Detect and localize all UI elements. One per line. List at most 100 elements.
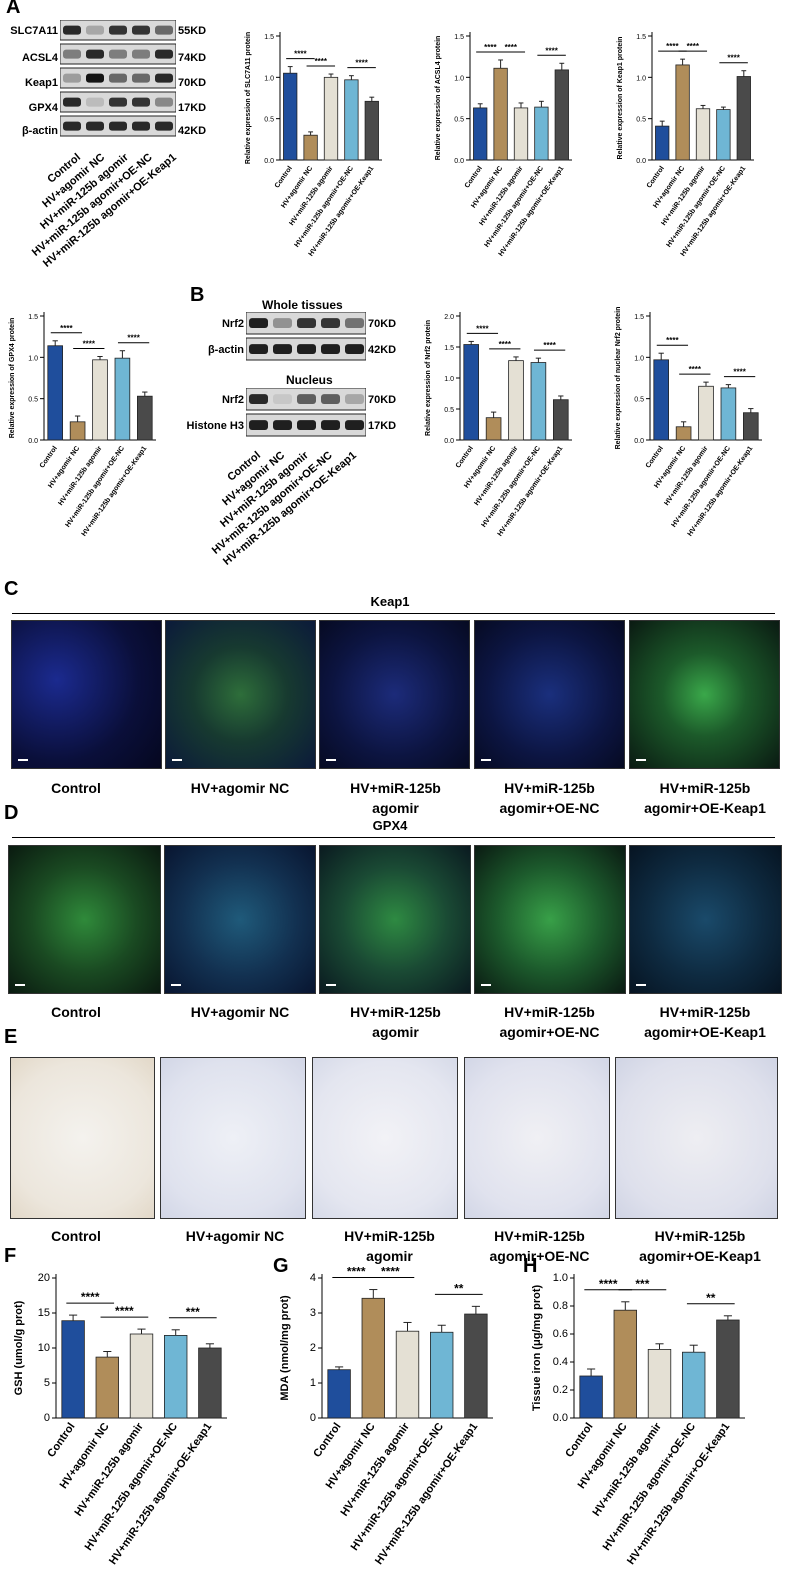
sig-label: **** (687, 42, 700, 51)
chart-slc7a11: 0.0 0.5 1.0 1.5 Relative expression of SLC7A… (245, 32, 382, 258)
blot-band (63, 25, 81, 35)
c-caption-1: HV+agomir NC (190, 780, 290, 796)
sig-label: ** (706, 1291, 716, 1305)
y-tick-label: 0.6 (553, 1328, 568, 1340)
y-tick-label: 1.0 (454, 75, 464, 82)
bar (675, 64, 690, 161)
he-oe-nc (464, 1057, 610, 1219)
sig-label: **** (543, 341, 556, 350)
bar (463, 344, 479, 441)
blot-band (109, 49, 127, 59)
blot-band (273, 420, 292, 431)
blot-a-protein-1: ACSL4 (21, 52, 58, 64)
bar (69, 421, 86, 441)
sig-label: **** (499, 340, 512, 349)
bar (736, 76, 751, 161)
sig-label: **** (347, 1265, 366, 1279)
blot-band (321, 420, 340, 431)
if-keap1-oe-nc (474, 620, 625, 769)
x-tick-label: Control (45, 1421, 77, 1460)
panel-label-a: A (6, 0, 21, 18)
e-caption-0: Control (51, 1228, 101, 1244)
sig-label: **** (505, 43, 518, 52)
y-tick-label: 0.2 (553, 1384, 568, 1396)
bar (327, 1369, 351, 1419)
panel-label-e: E (4, 1026, 18, 1048)
y-tick-label: 0.0 (28, 438, 38, 445)
y-tick-label: 1.5 (634, 314, 644, 321)
bar (430, 1331, 454, 1419)
if-keap1-agomir-nc (165, 620, 316, 769)
blot-a-kd-3: 17KD (178, 102, 207, 114)
bar (129, 1333, 154, 1419)
y-axis-label: MDA (nmol/mg prot) (279, 1295, 291, 1401)
bar (695, 108, 711, 161)
scale-bar (171, 984, 181, 986)
blot-a-protein-0: SLC7A11 (10, 25, 58, 37)
blot-a-kd-4: 42KD (178, 125, 207, 137)
bar (464, 1313, 488, 1419)
y-tick-label: 1.0 (634, 355, 644, 362)
y-tick-label: 1.5 (636, 34, 646, 41)
blot-band (109, 97, 127, 107)
y-tick-label: 1.5 (444, 345, 454, 352)
chart-gpx4: 0.0 0.5 1.0 1.5 Relative expression of GPX4 … (9, 312, 156, 538)
if-gpx4-control (8, 845, 161, 994)
sig-label: **** (315, 57, 328, 66)
bar (61, 1320, 85, 1419)
sig-label: **** (83, 340, 96, 349)
y-tick-label: 0.4 (553, 1356, 568, 1368)
if-keap1-oe-keap1 (629, 620, 780, 769)
y-tick-label: 20 (38, 1272, 50, 1284)
y-tick-label: 0.5 (264, 117, 274, 124)
panel-label-b: B (190, 284, 205, 306)
sig-label: **** (666, 336, 679, 345)
bar (198, 1347, 222, 1419)
d-caption-3: HV+miR-125b agomir+OE-NC (499, 1004, 600, 1040)
if-gpx4-oe-keap1 (629, 845, 782, 994)
blot-band (109, 73, 127, 83)
blot-band (321, 318, 340, 329)
blot-band (155, 25, 173, 35)
scale-bar (172, 759, 182, 761)
sig-label: **** (127, 334, 140, 343)
blot-band (297, 318, 316, 329)
chart-nrf2: 0.0 0.5 1.0 1.5 2.0 Relative expression of Nr… (425, 312, 572, 538)
blot-band (273, 344, 292, 355)
blot-a-bands (60, 20, 176, 137)
y-axis-label: Relative expression of GPX4 protein (9, 318, 16, 439)
c-caption-4: HV+miR-125b agomir+OE-Keap1 (644, 780, 766, 816)
panel-label-f: F (4, 1245, 17, 1267)
bar (493, 67, 508, 161)
panel-label-d: D (4, 802, 19, 824)
sig-label: **** (733, 368, 746, 377)
blot-band (86, 97, 104, 107)
y-tick-label: 1.0 (264, 75, 274, 82)
d-caption-1: HV+agomir NC (190, 1004, 290, 1020)
blot-band (155, 97, 173, 107)
chart-tissue-iron: 0.0 0.2 0.4 0.6 0.8 1.0 Tissue iron (μg/mg pro… (531, 1272, 745, 1567)
blot-a-kd-2: 70KD (178, 77, 207, 89)
bar (361, 1297, 385, 1419)
x-tick-label: HV+miR-125b agomir (473, 445, 519, 507)
x-tick-label: Control (646, 165, 666, 189)
y-tick-label: 0.5 (634, 397, 644, 404)
chart-keap1: 0.0 0.5 1.0 1.5 Relative expression of Keap1… (617, 32, 754, 258)
bar (283, 72, 298, 161)
blot-band (345, 344, 364, 355)
if-keap1-control (11, 620, 162, 769)
bar (720, 387, 737, 441)
sig-label: **** (476, 324, 489, 333)
c-caption-2: HV+miR-125b agomir (350, 780, 441, 816)
scale-bar (326, 984, 336, 986)
e-caption-2: HV+miR-125b agomir (344, 1228, 435, 1264)
blot-band (132, 97, 150, 107)
x-tick-label: Control (645, 445, 665, 469)
y-axis-label: Relative expression of ACSL4 protein (435, 36, 442, 161)
blot-band (249, 318, 268, 329)
sig-label: *** (635, 1277, 649, 1291)
blot-a-protein-2: Keap1 (24, 77, 58, 89)
he-oe-keap1 (615, 1057, 778, 1219)
y-tick-label: 5 (44, 1377, 50, 1389)
x-tick-label: Control (311, 1421, 343, 1460)
